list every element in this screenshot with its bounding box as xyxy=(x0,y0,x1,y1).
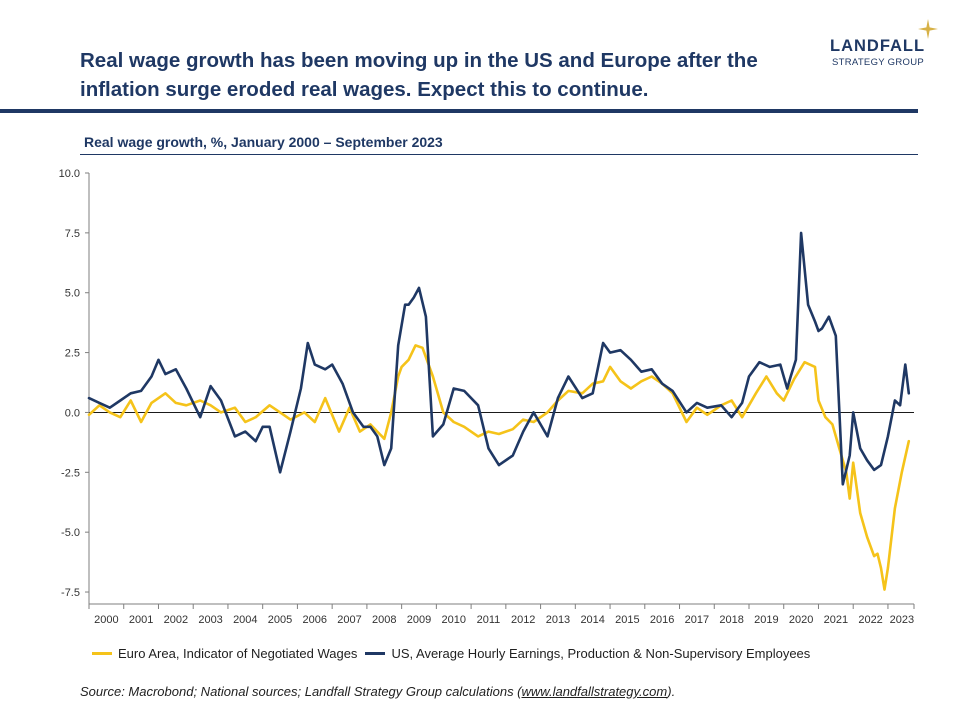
chart-title-divider xyxy=(80,154,918,155)
logo-name: LANDFALL xyxy=(830,37,926,55)
chart-title: Real wage growth, %, January 2000 – Sept… xyxy=(84,134,443,150)
legend-swatch-us xyxy=(365,652,386,655)
x-axis: 2000 2001 2002 2003 2004 2005 2006 2007 2008 2009… xyxy=(88,411,915,626)
header-divider xyxy=(0,109,918,113)
x-tick-label: 2009 xyxy=(407,614,431,626)
logo-subtitle: STRATEGY GROUP xyxy=(832,57,925,68)
source-link[interactable]: www.landfallstrategy.com xyxy=(521,684,668,699)
headline-line-1: Real wage growth has been moving up in t… xyxy=(80,49,758,72)
x-tick-label: 2003 xyxy=(198,614,222,626)
x-tick-label: 2005 xyxy=(268,614,292,626)
series-line-us xyxy=(87,231,911,486)
x-tick-label: 2007 xyxy=(337,614,361,626)
x-tick-label: 2019 xyxy=(754,614,778,626)
source-end: ). xyxy=(667,684,676,699)
y-tick-label: 2.5 xyxy=(65,348,80,360)
legend-label-euro: Euro Area, Indicator of Negotiated Wages xyxy=(118,646,358,661)
x-tick-label: 2012 xyxy=(511,614,535,626)
x-tick-label: 2010 xyxy=(441,614,465,626)
x-tick-label: 2020 xyxy=(789,614,813,626)
legend-label-us: US, Average Hourly Earnings, Production … xyxy=(391,646,811,661)
x-tick-label: 2014 xyxy=(580,614,604,626)
x-tick-label: 2023 xyxy=(890,614,914,626)
x-tick-label: 2006 xyxy=(303,614,327,626)
legend: Euro Area, Indicator of Negotiated Wages… xyxy=(92,646,810,661)
x-tick-label: 2001 xyxy=(129,614,153,626)
legend-item-us: US, Average Hourly Earnings, Production … xyxy=(365,646,810,661)
headline-line-2: inflation surge eroded real wages. Expec… xyxy=(80,78,649,101)
x-tick-label: 2017 xyxy=(685,614,709,626)
x-tick-label: 2018 xyxy=(719,614,743,626)
line-chart: 10.07.55.02.50.0-2.5-5.0-7.5 2000 2001 200… xyxy=(59,168,915,626)
y-axis: 10.0 7.5 5.0 2.5 0.0 -2.5 -5.0 -7.5 xyxy=(59,168,90,604)
x-tick-label: 2022 xyxy=(858,614,882,626)
source-note: Source: Macrobond; National sources; Lan… xyxy=(80,684,675,699)
x-tick-label: 2021 xyxy=(824,614,848,626)
y-tick-label: 5.0 xyxy=(65,288,80,300)
legend-swatch-euro xyxy=(92,652,112,655)
y-tick-label: -5.0 xyxy=(61,527,80,539)
legend-item-euro: Euro Area, Indicator of Negotiated Wages xyxy=(92,646,357,661)
x-tick-label: 2002 xyxy=(164,614,188,626)
star-icon xyxy=(918,19,938,39)
y-tick-label: -2.5 xyxy=(61,467,80,479)
x-tick-label: 2015 xyxy=(615,614,639,626)
y-tick-label: 7.5 xyxy=(65,228,80,240)
series-layer xyxy=(87,231,911,591)
x-tick-label: 2008 xyxy=(372,614,396,626)
y-tick-label: -7.5 xyxy=(61,587,80,599)
landfall-logo: LANDFALL STRATEGY GROUP xyxy=(826,19,946,73)
x-tick-label: 2013 xyxy=(546,614,570,626)
x-tick-label: 2004 xyxy=(233,614,257,626)
y-tick-label: 0.0 xyxy=(65,407,80,419)
series-line-euro xyxy=(87,344,911,591)
source-text: Source: Macrobond; National sources; Lan… xyxy=(80,684,522,699)
headline: Real wage growth has been moving up in t… xyxy=(80,46,800,104)
x-tick-label: 2000 xyxy=(94,614,118,626)
y-tick-label: 10.0 xyxy=(59,168,80,180)
x-tick-label: 2016 xyxy=(650,614,674,626)
x-tick-label: 2011 xyxy=(477,614,501,626)
